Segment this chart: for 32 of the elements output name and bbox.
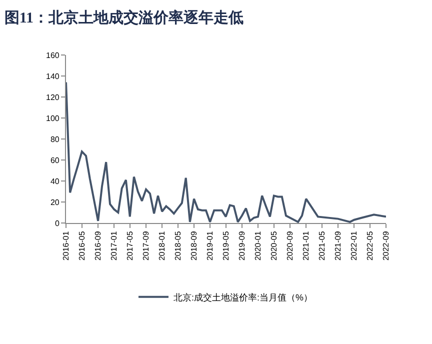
y-tick-label: 60 (50, 156, 60, 165)
x-tick-label: 2022-09 (382, 230, 391, 261)
x-tick-label: 2021-09 (334, 230, 343, 261)
y-tick-label: 20 (50, 198, 60, 207)
x-tick-label: 2022-05 (365, 230, 374, 261)
x-tick-label: 2016-01 (62, 230, 71, 261)
y-tick-label: 120 (46, 92, 60, 102)
x-tick-label: 2020-01 (254, 230, 263, 261)
x-tick-label: 2019-05 (221, 230, 230, 261)
chart-title: 图11：北京土地成交溢价率逐年走低 (4, 8, 244, 27)
y-tick-label: 40 (50, 176, 60, 186)
x-tick-label: 2017-01 (110, 230, 119, 261)
x-tick-label: 2018-01 (158, 230, 167, 261)
x-tick-label: 2020-09 (286, 230, 295, 261)
y-tick-label: 0 (54, 218, 60, 228)
x-tick-label: 2016-09 (94, 230, 103, 261)
y-tick-label: 160 (46, 50, 60, 60)
legend-label: 北京:成交土地溢价率:当月值（%） (174, 292, 313, 302)
x-tick-label: 2018-09 (190, 230, 199, 261)
x-tick-label: 2017-05 (125, 230, 134, 261)
x-tick-label: 2021-01 (302, 230, 311, 261)
y-tick-label: 140 (46, 72, 60, 81)
x-tick-label: 2020-05 (270, 230, 278, 261)
x-tick-label: 2019-01 (206, 230, 215, 261)
y-tick-label: 80 (50, 134, 60, 144)
x-tick-label: 2019-09 (238, 230, 247, 261)
x-tick-label: 2022-01 (350, 230, 359, 261)
x-tick-label: 2021-05 (317, 230, 326, 261)
x-tick-label: 2017-09 (142, 230, 151, 261)
x-tick-label: 2018-05 (173, 230, 182, 261)
x-tick-label: 2016-05 (78, 230, 86, 261)
y-tick-label: 100 (46, 114, 60, 123)
